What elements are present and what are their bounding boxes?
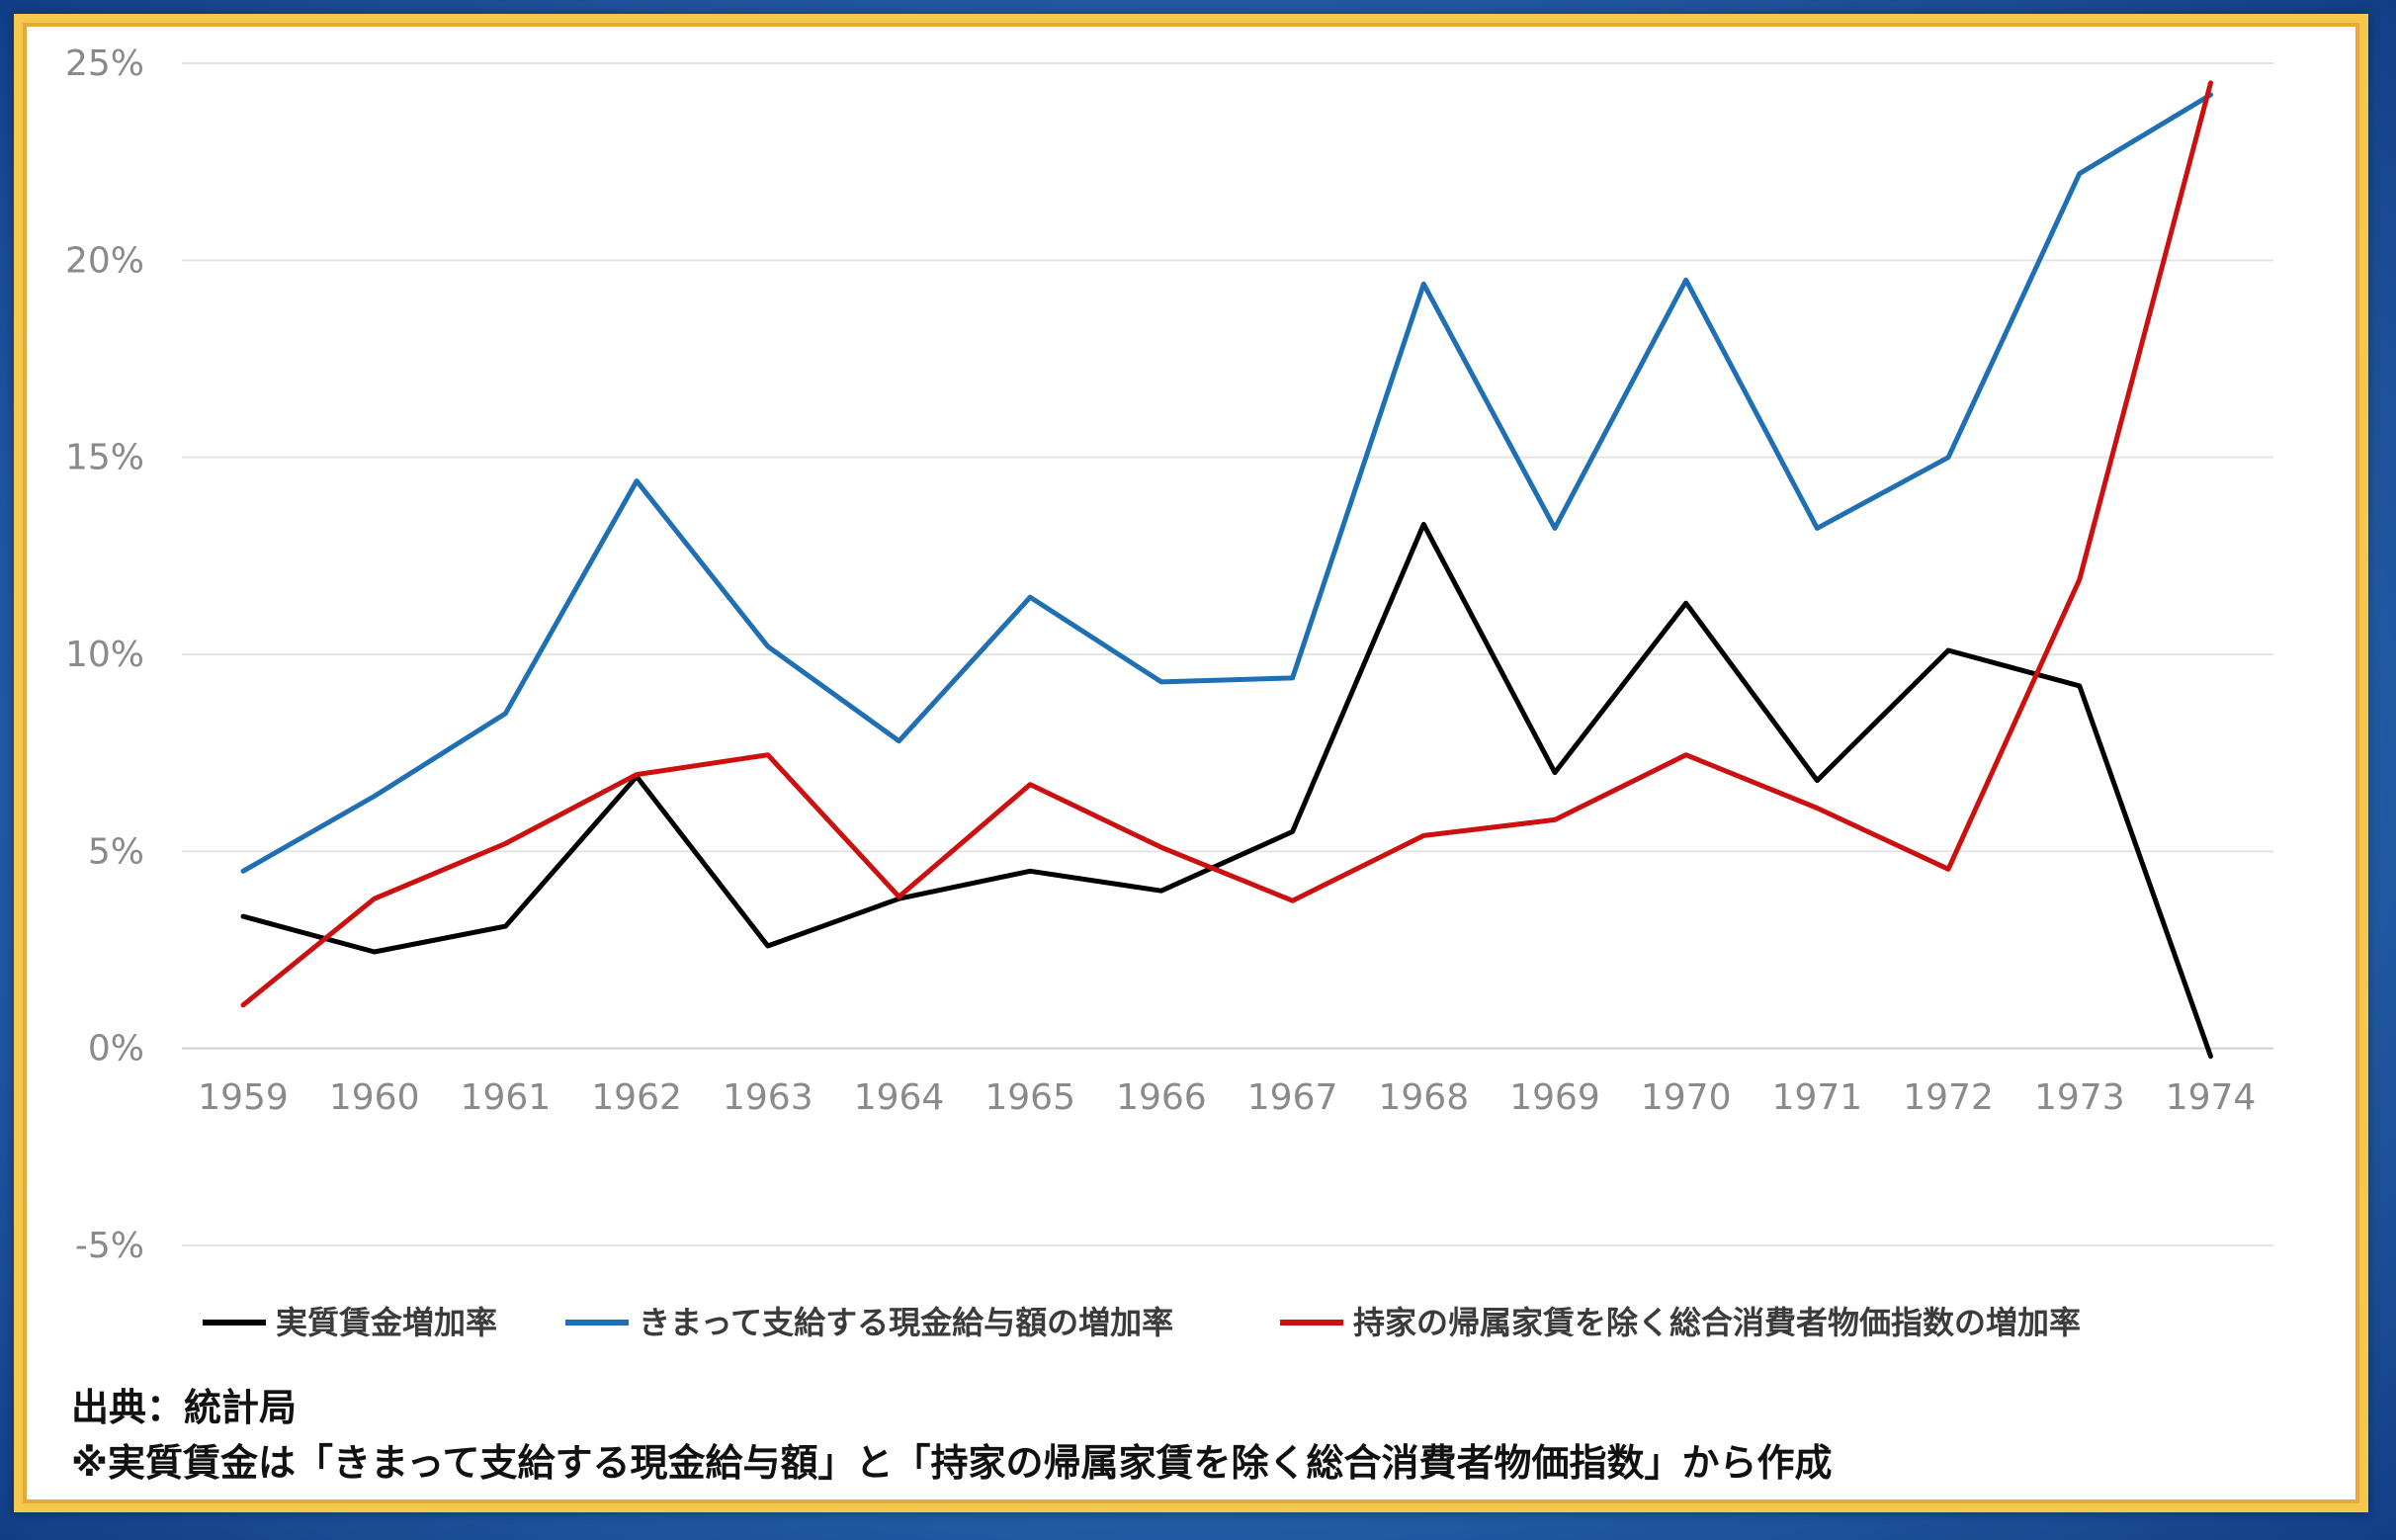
x-tick-label: 1961: [461, 1077, 552, 1118]
x-tick-label: 1967: [1247, 1077, 1338, 1118]
x-tick-label: 1970: [1641, 1077, 1732, 1118]
x-tick-label: 1966: [1116, 1077, 1207, 1118]
y-tick-label: 0%: [88, 1029, 144, 1069]
x-tick-label: 1972: [1903, 1077, 1994, 1118]
series-line-2: [240, 92, 2213, 874]
chart-notes: 出典：統計局 ※実質賃金は「きまって支給する現金給与額」と「持家の帰属家賃を除く…: [71, 1380, 1833, 1491]
legend-label: 持家の帰属家賃を除く総合消費者物価指数の増加率: [1353, 1304, 2081, 1341]
x-tick-label: 1969: [1509, 1077, 1600, 1118]
x-axis-ticks: 1959 1960 1961 1962 1963 1964 1965 1966 1967 1968…: [198, 1077, 2256, 1118]
y-tick-label: 25%: [65, 43, 144, 84]
x-tick-label: 1963: [723, 1077, 813, 1118]
x-tick-label: 1964: [854, 1077, 945, 1118]
x-tick-label: 1962: [591, 1077, 682, 1118]
legend-label: きまって支給する現金給与額の増加率: [639, 1304, 1173, 1341]
remark-note: ※実質賃金は「きまって支給する現金給与額」と「持家の帰属家賃を除く総合消費者物価…: [71, 1441, 1833, 1485]
y-tick-label: 20%: [65, 240, 144, 281]
y-tick-label: 15%: [65, 438, 144, 478]
legend: 実質賃金増加率 きまって支給する現金給与額の増加率 持家の帰属家賃を除く総合消費者物…: [203, 1304, 2081, 1341]
legend-label: 実質賃金増加率: [276, 1304, 497, 1341]
series-line-3: [240, 80, 2213, 1008]
y-tick-label: -5%: [75, 1226, 144, 1266]
y-tick-label: 5%: [88, 831, 144, 872]
y-tick-label: 10%: [65, 635, 144, 675]
y-axis-ticks: 25% 20% 15% 10% 5% 0% -5%: [65, 43, 144, 1266]
series-lines: [240, 80, 2213, 1060]
chart-frame: [14, 14, 2368, 1512]
x-tick-label: 1965: [984, 1077, 1075, 1118]
x-tick-label: 1973: [2034, 1077, 2125, 1118]
source-note: 出典：統計局: [71, 1386, 298, 1429]
series-line-1: [240, 521, 2213, 1060]
x-tick-label: 1974: [2166, 1077, 2257, 1118]
gridlines: [182, 62, 2273, 1246]
x-tick-label: 1971: [1772, 1077, 1863, 1118]
x-tick-label: 1968: [1378, 1077, 1469, 1118]
x-tick-label: 1960: [329, 1077, 420, 1118]
x-tick-label: 1959: [198, 1077, 289, 1118]
